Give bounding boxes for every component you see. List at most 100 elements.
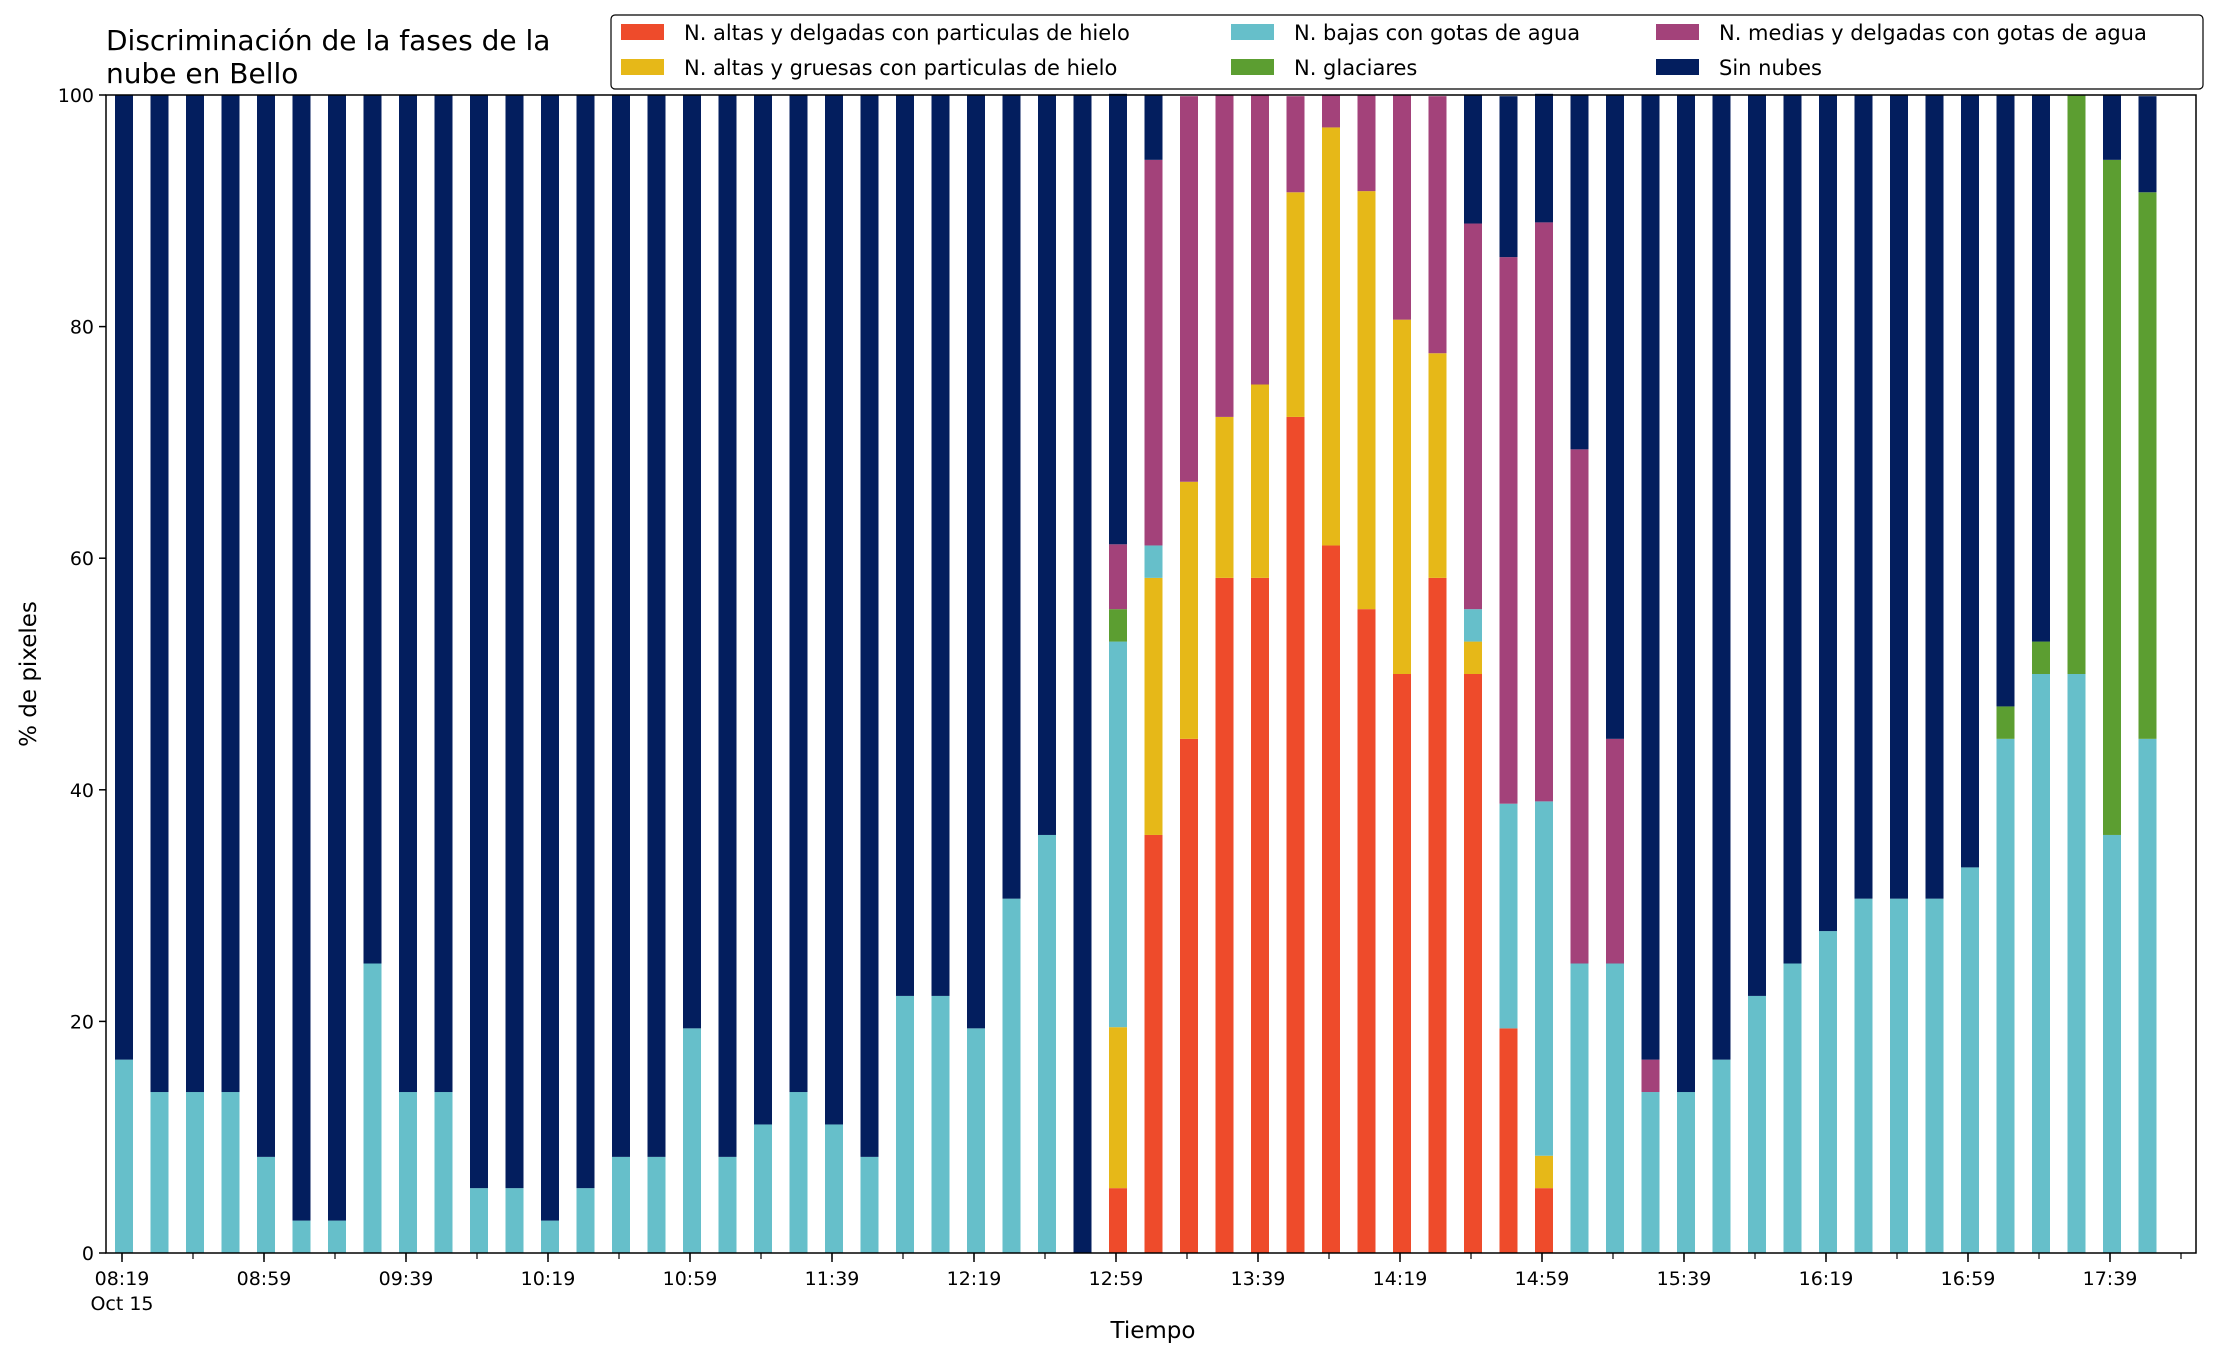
bar-segment [576,95,595,1189]
bar-segment [1073,95,1092,1253]
legend-swatch [621,59,664,75]
bar-segment [1499,1028,1518,1253]
bar-segment [1570,449,1589,964]
bar-segment [2138,96,2157,193]
bar-segment [1854,95,1873,899]
bar-segment [1286,192,1305,417]
y-axis: 0 20 40 60 80 100 [58,85,106,1265]
bar-segment [2103,834,2121,1253]
bar-segment [1251,577,1269,1253]
bar-segment [1535,1155,1553,1189]
bar-segment [1215,95,1234,417]
x-tick-label: 13:39 [1231,1268,1286,1290]
chart-title-line-2: nube en Bello [106,57,298,90]
bar-segment [399,95,417,1093]
bar-segment [115,95,133,1060]
y-tick-label: 60 [70,548,94,570]
bar-segment [1215,416,1234,578]
bar-segment [1144,159,1163,546]
bar-segment [1357,95,1376,192]
y-tick-label: 20 [70,1011,94,1033]
bar-segment [931,995,950,1253]
x-tick-label: 11:39 [805,1268,860,1290]
bar-segment [1677,95,1695,1093]
bar-segment [1570,963,1589,1253]
bar-segment [1109,544,1127,610]
x-tick-label: 09:39 [379,1268,434,1290]
bar-segment [186,95,204,1093]
bar-segment [1428,96,1447,354]
bar-segment [1286,416,1305,1253]
y-tick-label: 80 [70,317,94,339]
bar-segment [825,1124,843,1253]
bar-segment [1109,609,1127,642]
bar-segment [754,95,772,1125]
legend-label: N. altas y delgadas con particulas de hi… [684,21,1130,45]
bar-segment [789,1092,808,1253]
bar-segment [115,1059,133,1253]
bar-segment [1428,577,1447,1253]
bar-segment [2032,641,2050,674]
bar-segment [363,963,382,1253]
legend-label: N. bajas con gotas de agua [1294,21,1580,45]
bar-segment [1464,95,1482,224]
legend: N. altas y delgadas con particulas de hi… [610,14,2204,90]
bar-segment [541,1220,559,1253]
plot-frame [105,94,2197,1254]
bar-segment [1180,96,1198,482]
bar-segment [647,95,666,1157]
bar-segment [470,1188,488,1253]
bar-segment [2138,738,2157,1253]
bar-segment [896,995,914,1253]
x-tick-label: 08:19 [95,1268,150,1290]
bar-segment [931,95,950,996]
bar-segment [1357,609,1376,1253]
bar-segment [1180,481,1198,739]
bar-segment [1251,384,1269,578]
bar-segment [1499,257,1518,804]
bar-segment [1215,577,1234,1253]
bars-layer [115,93,2157,1253]
bar-segment [1109,1027,1127,1189]
bar-segment [1535,93,1553,223]
bar-segment [789,95,808,1093]
bar-segment [1038,95,1056,835]
x-tick-label: 10:19 [521,1268,576,1290]
bar-segment [150,95,169,1093]
bar-segment [1996,706,2015,739]
bar-segment [1535,1188,1553,1253]
bar-segment [328,1220,346,1253]
bar-segment [257,95,275,1157]
bar-segment [1677,1092,1695,1253]
bar-segment [967,95,985,1029]
bar-segment [292,1220,311,1253]
bar-segment [505,1188,524,1253]
bar-segment [470,95,488,1189]
bar-segment [1890,95,1908,899]
chart-title-line-1: Discriminación de la fases de la [106,24,550,57]
bar-segment [1499,96,1518,258]
bar-segment [1322,545,1340,1253]
bar-segment [1109,641,1127,1028]
bar-segment [186,1092,204,1253]
bar-segment [1996,738,2015,1253]
bar-segment [1180,738,1198,1253]
bar-segment [221,1092,240,1253]
bar-segment [292,95,311,1221]
bar-segment [1819,95,1837,932]
bar-segment [967,1028,985,1253]
y-tick-label: 100 [58,85,94,107]
x-tick-label: 17:39 [2083,1268,2138,1290]
bar-segment [1961,95,1979,868]
bar-segment [1748,95,1766,996]
bar-segment [2067,674,2086,1253]
x-tick-label: 08:59 [237,1268,292,1290]
bar-segment [1819,931,1837,1253]
bar-segment [1641,1059,1660,1093]
bar-segment [612,95,630,1157]
bar-segment [683,95,701,1029]
x-tick-label: 16:19 [1799,1268,1854,1290]
bar-segment [825,95,843,1125]
bar-segment [1712,1059,1731,1253]
